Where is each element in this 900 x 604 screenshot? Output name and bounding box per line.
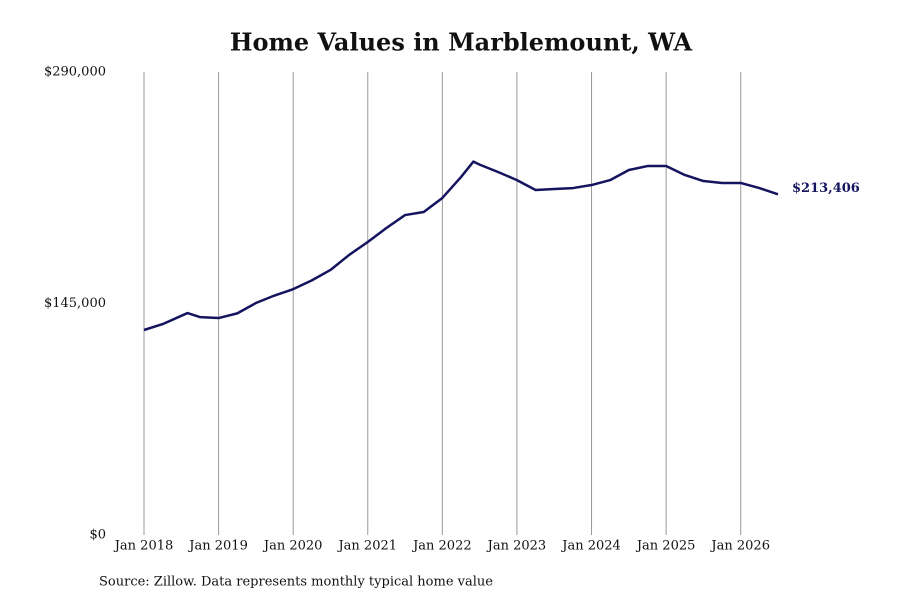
x-tick-label: Jan 2021	[336, 539, 397, 554]
chart-title: Home Values in Marblemount, WA	[230, 28, 693, 57]
y-tick-label: $290,000	[44, 65, 106, 80]
x-tick-label: Jan 2018	[113, 539, 174, 554]
y-tick-label: $0	[89, 528, 106, 543]
x-tick-label: Jan 2019	[187, 539, 248, 554]
x-tick-label: Jan 2023	[486, 539, 547, 554]
value-label: $213,406	[792, 181, 860, 196]
x-tick-label: Jan 2025	[635, 539, 696, 554]
line-series	[143, 160, 779, 332]
x-tick-label: Jan 2020	[262, 539, 323, 554]
x-tick-label: Jan 2022	[411, 539, 472, 554]
x-tick-label: Jan 2026	[709, 539, 770, 554]
source-note: Source: Zillow. Data represents monthly …	[99, 575, 493, 590]
x-tick-label: Jan 2024	[560, 539, 621, 554]
y-tick-label: $145,000	[44, 296, 106, 311]
